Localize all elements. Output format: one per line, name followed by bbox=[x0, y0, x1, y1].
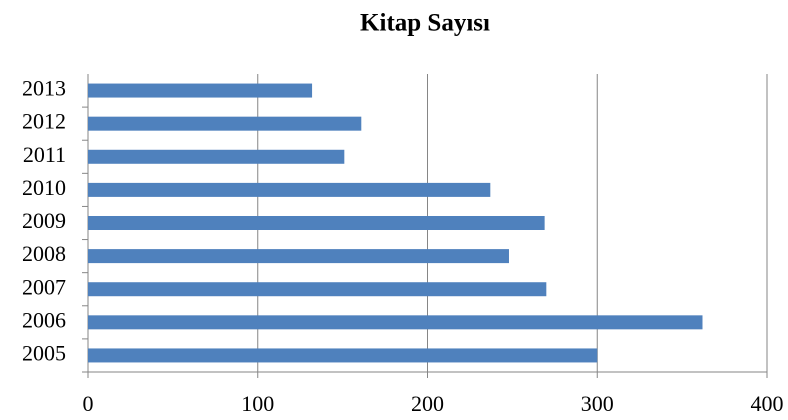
y-tick-label: 2006 bbox=[22, 307, 66, 332]
bar bbox=[88, 182, 491, 197]
x-tick-label: 200 bbox=[411, 391, 444, 416]
bar bbox=[88, 282, 547, 297]
y-tick-label: 2008 bbox=[22, 241, 66, 266]
bar bbox=[88, 348, 598, 363]
x-tick-label: 400 bbox=[751, 391, 784, 416]
bar bbox=[88, 249, 509, 264]
y-tick-label: 2012 bbox=[22, 109, 66, 134]
bar bbox=[88, 216, 545, 230]
x-tick-label: 300 bbox=[581, 391, 614, 416]
y-tick-label: 2013 bbox=[22, 76, 66, 101]
x-tick-label: 0 bbox=[83, 391, 94, 416]
bar bbox=[88, 83, 313, 98]
y-tick-label: 2011 bbox=[23, 142, 66, 167]
chart-title: Kitap Sayısı bbox=[360, 10, 490, 37]
y-tick-label: 2005 bbox=[22, 340, 66, 365]
x-tick-label: 100 bbox=[241, 391, 274, 416]
bar bbox=[88, 315, 703, 330]
y-tick-label: 2009 bbox=[22, 208, 66, 233]
bar bbox=[88, 149, 345, 164]
y-tick-label: 2010 bbox=[22, 175, 66, 200]
bar bbox=[88, 116, 362, 131]
y-tick-label: 2007 bbox=[22, 274, 66, 299]
